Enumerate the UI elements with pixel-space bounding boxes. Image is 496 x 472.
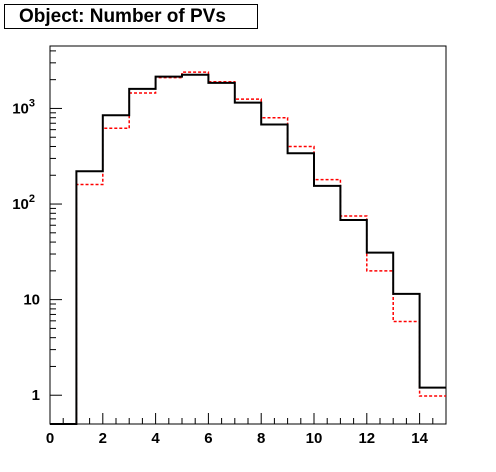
y-tick-exponent: 3 [29,97,35,109]
y-tick-base: 10 [12,196,29,213]
y-tick-label: 10 [23,292,40,309]
y-tick-label: 1 [32,387,40,404]
x-tick-label: 10 [306,430,323,447]
y-tick-base: 1 [32,387,40,404]
x-tick-label: 2 [99,430,107,447]
x-tick-label: 0 [46,430,54,447]
y-tick-exponent: 2 [29,193,35,205]
y-tick-base: 10 [12,100,29,117]
y-tick-label: 103 [12,97,35,117]
x-tick-label: 4 [151,430,160,447]
series-layer [50,71,446,425]
y-tick-base: 10 [23,292,40,309]
y-tick-label: 102 [12,193,35,213]
series-black-histogram [50,73,446,425]
x-tick-label: 14 [411,430,428,447]
x-axis: 0 2 4 6 8 10 12 14 [46,413,447,447]
series-red-histogram [50,71,446,425]
x-tick-label: 8 [257,430,265,447]
x-tick-label: 12 [358,430,375,447]
chart-title: Object: Number of PVs [4,4,258,29]
x-tick-label: 6 [204,430,212,447]
